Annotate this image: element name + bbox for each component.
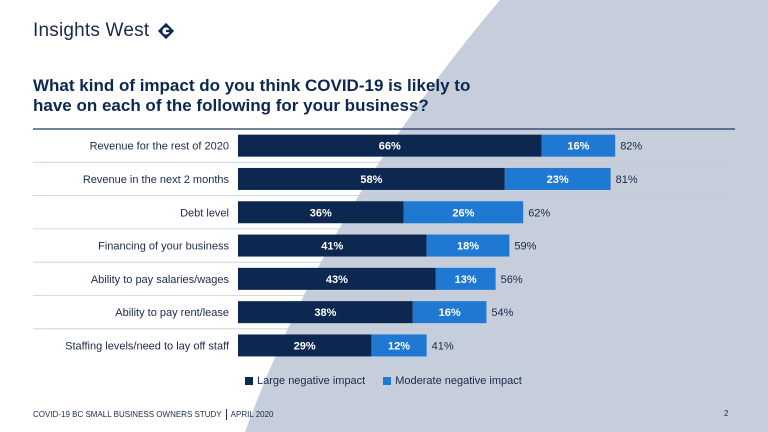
- category-label: Debt level: [180, 207, 229, 219]
- bar-large: [238, 334, 372, 357]
- legend-swatch-large: [245, 377, 253, 385]
- data-label-moderate: 16%: [439, 307, 461, 319]
- bar-moderate: [541, 134, 616, 157]
- page-title: What kind of impact do you think COVID-1…: [33, 76, 471, 115]
- category-label: Staffing levels/need to lay off staff: [65, 340, 230, 352]
- data-label-moderate: 18%: [457, 241, 479, 253]
- data-label-large: 38%: [314, 307, 336, 319]
- page-number: 2: [724, 409, 729, 418]
- data-label-moderate: 13%: [455, 274, 477, 286]
- category-label: Ability to pay rent/lease: [115, 307, 229, 319]
- data-label-moderate: 16%: [567, 141, 589, 153]
- category-label: Financing of your business: [98, 241, 229, 253]
- chart-legend: Large negative impact Moderate negative …: [245, 375, 540, 387]
- footer: COVID-19 BC SMALL BUSINESS OWNERS STUDY …: [33, 409, 273, 420]
- data-label-large: 36%: [310, 207, 332, 219]
- data-label-large: 58%: [360, 174, 382, 186]
- data-label-total: 82%: [620, 141, 642, 153]
- data-label-total: 54%: [491, 307, 513, 319]
- bar-moderate: [412, 301, 487, 324]
- brand-mark-icon: [158, 22, 175, 40]
- data-label-large: 66%: [379, 141, 401, 153]
- bar-moderate: [426, 234, 510, 257]
- data-label-moderate: 26%: [452, 207, 474, 219]
- data-label-total: 62%: [528, 207, 550, 219]
- footer-study: COVID-19 BC SMALL BUSINESS OWNERS STUDY: [33, 410, 222, 419]
- category-label: Revenue for the rest of 2020: [90, 141, 229, 153]
- bar-large: [238, 134, 542, 157]
- data-label-large: 41%: [321, 241, 343, 253]
- legend-item-large: Large negative impact: [245, 375, 365, 387]
- bar-moderate: [371, 334, 427, 357]
- data-label-moderate: 23%: [547, 174, 569, 186]
- legend-swatch-moderate: [383, 377, 392, 385]
- data-label-large: 43%: [326, 274, 348, 286]
- footer-separator: [225, 409, 227, 420]
- bar-large: [238, 234, 427, 257]
- footer-date: APRIL 2020: [230, 410, 274, 419]
- bar-large: [238, 167, 505, 190]
- brand-name: Insights West: [33, 20, 150, 41]
- bar-large: [238, 267, 436, 290]
- category-label: Ability to pay salaries/wages: [91, 274, 230, 286]
- data-label-large: 29%: [294, 340, 316, 352]
- category-label: Revenue in the next 2 months: [83, 174, 230, 186]
- legend-label-moderate: Moderate negative impact: [395, 375, 522, 387]
- data-label-total: 56%: [501, 274, 523, 286]
- bar-moderate: [403, 201, 524, 224]
- legend-item-moderate: Moderate negative impact: [383, 375, 522, 387]
- bar-large: [238, 301, 413, 324]
- bar-large: [238, 201, 404, 224]
- data-label-moderate: 12%: [388, 340, 410, 352]
- legend-label-large: Large negative impact: [257, 375, 366, 387]
- data-label-total: 41%: [432, 340, 454, 352]
- brand-logo: Insights West: [33, 20, 175, 42]
- bar-moderate: [504, 167, 611, 190]
- data-label-total: 81%: [616, 174, 638, 186]
- data-label-total: 59%: [514, 241, 536, 253]
- bar-moderate: [435, 267, 496, 290]
